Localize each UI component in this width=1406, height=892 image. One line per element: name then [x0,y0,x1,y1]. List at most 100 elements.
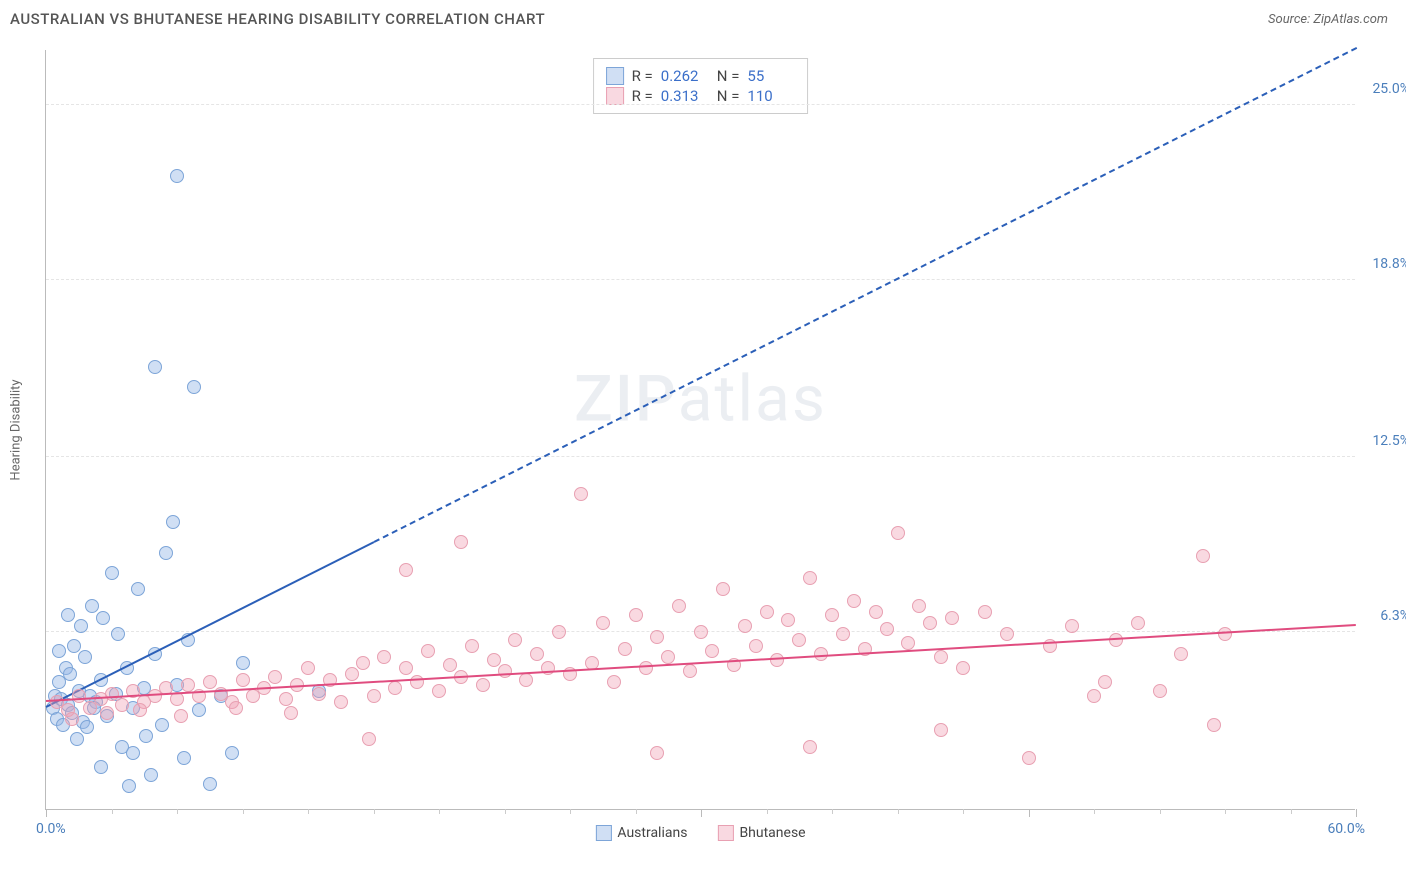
data-point [334,695,348,709]
data-point [61,608,75,622]
data-point [155,718,169,732]
data-point [170,169,184,183]
data-point [650,630,664,644]
data-point [629,608,643,622]
stat-r-label: R = [632,87,653,105]
data-point [236,673,250,687]
data-point [181,678,195,692]
x-tick-minor [1160,809,1161,814]
data-point [174,709,188,723]
watermark: ZIPatlas [574,362,827,437]
data-point [1131,616,1145,630]
data-point [803,740,817,754]
x-tick-minor [1291,809,1292,814]
data-point [399,563,413,577]
x-axis-min-label: 0.0% [36,821,66,837]
data-point [792,633,806,647]
data-point [192,703,206,717]
x-tick [46,809,47,817]
x-tick-minor [439,809,440,814]
stat-n-label: N = [717,67,740,85]
x-axis-max-label: 60.0% [1327,821,1365,837]
data-point [65,712,79,726]
y-axis-title: Hearing Disability [9,379,24,480]
y-tick-label: 18.8% [1372,256,1406,272]
data-point [52,644,66,658]
data-point [356,656,370,670]
data-point [487,653,501,667]
data-point [1196,549,1210,563]
x-tick [701,809,702,817]
x-tick-minor [570,809,571,814]
legend-swatch [595,825,611,841]
gridline [46,279,1355,280]
data-point [1065,619,1079,633]
data-point [115,698,129,712]
stat-n-label: N = [717,87,740,105]
data-point [312,687,326,701]
x-tick-minor [832,809,833,814]
series-legend: AustraliansBhutanese [595,825,805,841]
data-point [63,667,77,681]
stat-r-label: R = [632,67,653,85]
data-point [639,661,653,675]
data-point [80,720,94,734]
data-point [1087,689,1101,703]
data-point [760,605,774,619]
data-point [301,661,315,675]
data-point [978,605,992,619]
legend-swatch [717,825,733,841]
trend-line [373,47,1356,543]
data-point [399,661,413,675]
data-point [279,692,293,706]
y-tick-label: 25.0% [1372,81,1406,97]
data-point [454,535,468,549]
data-point [85,599,99,613]
data-point [923,616,937,630]
data-point [177,751,191,765]
data-point [901,636,915,650]
data-point [1022,751,1036,765]
data-point [465,639,479,653]
x-tick-minor [505,809,506,814]
data-point [362,732,376,746]
legend-swatch [606,87,624,105]
data-point [650,746,664,760]
data-point [607,675,621,689]
data-point [694,625,708,639]
data-point [111,627,125,641]
data-point [672,599,686,613]
data-point [166,515,180,529]
data-point [738,619,752,633]
stat-n-value: 55 [747,67,795,85]
data-point [541,661,555,675]
data-point [836,627,850,641]
data-point [268,670,282,684]
data-point [148,360,162,374]
data-point [126,746,140,760]
data-point [716,582,730,596]
stat-r-value: 0.262 [661,67,709,85]
data-point [498,664,512,678]
data-point [847,594,861,608]
data-point [1153,684,1167,698]
data-point [1174,647,1188,661]
chart-header: AUSTRALIAN VS BHUTANESE HEARING DISABILI… [0,0,1406,36]
data-point [508,633,522,647]
data-point [956,661,970,675]
y-tick-label: 6.3% [1380,608,1406,624]
data-point [100,706,114,720]
data-point [934,650,948,664]
data-point [432,684,446,698]
data-point [122,779,136,793]
data-point [912,599,926,613]
data-point [72,689,86,703]
data-point [683,664,697,678]
data-point [803,571,817,585]
data-point [781,613,795,627]
gridline [46,104,1355,105]
x-tick-minor [243,809,244,814]
data-point [618,642,632,656]
data-point [574,487,588,501]
legend-label: Australians [617,825,687,841]
